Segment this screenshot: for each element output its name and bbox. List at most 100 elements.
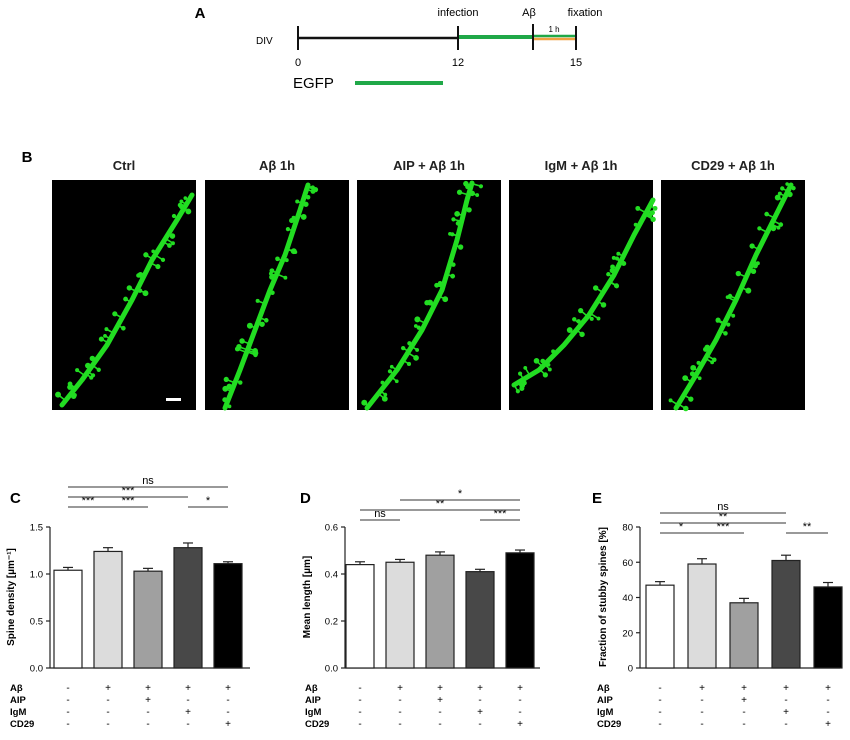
spine-head	[407, 341, 412, 346]
spine-head	[697, 376, 702, 381]
spine-head	[303, 201, 309, 207]
y-axis-label: Spine density [µm⁻¹]	[6, 548, 17, 646]
spine-head	[702, 346, 709, 352]
treatment-sign: -	[700, 719, 703, 730]
spine-head	[689, 371, 696, 377]
micrograph-title: AIP + Aβ 1h	[393, 158, 465, 173]
spine-head	[415, 348, 420, 352]
spine-head	[98, 336, 104, 342]
treatment-sign: +	[825, 719, 831, 730]
y-tick-label: 0.2	[325, 617, 338, 628]
spine-head	[123, 296, 128, 302]
significance-label: *	[679, 521, 684, 533]
spine-head	[764, 211, 769, 217]
spine-head	[268, 271, 273, 276]
panel-b: B Ctrl Aβ 1h AIP + Aβ 1h IgM + Aβ 1h CD29 + …	[22, 149, 805, 412]
treatment-sign: -	[106, 707, 109, 718]
tick-label-15: 15	[570, 57, 582, 69]
micrograph-image	[205, 180, 349, 410]
spine-head	[55, 391, 62, 398]
treatment-sign: +	[185, 707, 191, 718]
bar	[425, 554, 455, 669]
spine-head	[259, 321, 265, 327]
spine-head	[70, 393, 77, 399]
spine-head	[239, 338, 245, 344]
spine-head	[236, 344, 242, 350]
y-tick-label: 1.5	[30, 523, 43, 534]
spine-head	[383, 392, 388, 397]
y-axis-label: Mean length [µm]	[302, 556, 313, 638]
spine-head	[290, 248, 297, 255]
micrograph-image	[661, 180, 805, 410]
spine-head	[475, 193, 480, 197]
spine-head	[160, 257, 166, 263]
treatment-sign: -	[826, 695, 829, 706]
y-tick-label: 0	[628, 664, 633, 675]
spine-head	[300, 213, 307, 220]
spine-head	[726, 322, 731, 327]
y-tick-label: 20	[622, 628, 633, 639]
spine-head	[542, 372, 548, 378]
bar	[133, 570, 163, 669]
spine-head	[185, 208, 192, 215]
treatment-sign: -	[658, 707, 661, 718]
spine-head	[448, 231, 452, 236]
spine-head	[380, 380, 385, 385]
spine-head	[137, 288, 143, 293]
spine-head	[222, 397, 228, 403]
treatment-sign: +	[741, 695, 747, 706]
treatment-sign: +	[783, 707, 789, 718]
spine-head	[611, 255, 616, 260]
spine-head	[518, 371, 523, 376]
spine-head	[437, 281, 443, 286]
spine-head	[750, 268, 757, 274]
spine-head	[688, 396, 694, 402]
spine-head	[463, 180, 469, 187]
treatment-sign: -	[358, 719, 361, 730]
treatment-row-label: AIP	[597, 695, 614, 706]
panel-letter: C	[10, 490, 21, 507]
spine-head	[515, 389, 520, 394]
spine-head	[600, 302, 607, 308]
spine-head	[546, 363, 551, 367]
treatment-sign: +	[437, 695, 443, 706]
spine-head	[142, 290, 149, 297]
spine-head	[295, 199, 300, 204]
spine-head	[478, 184, 484, 189]
treatment-sign: -	[742, 707, 745, 718]
treatment-sign: -	[398, 719, 401, 730]
significance-label: ***	[122, 485, 136, 497]
panel-a: A DIV 0 12 15 infection Aβ fixation 1 h …	[195, 5, 603, 92]
significance-label: **	[803, 521, 812, 533]
treatment-row-label: Aβ	[10, 683, 23, 694]
spine-head	[547, 367, 552, 372]
spine-head	[596, 316, 601, 321]
significance-label: **	[436, 498, 445, 510]
treatment-sign: -	[658, 719, 661, 730]
dendrite-shaft	[59, 192, 195, 408]
tick-label-0: 0	[295, 57, 301, 69]
spine-head	[727, 293, 733, 299]
treatment-sign: +	[225, 683, 231, 694]
spine-head	[112, 311, 118, 317]
treatment-sign: -	[66, 719, 69, 730]
y-tick-label: 80	[622, 523, 633, 534]
spine-head	[606, 272, 611, 277]
treatment-sign: -	[398, 695, 401, 706]
spine-head	[137, 271, 144, 278]
spine-head	[589, 316, 594, 321]
spine-head	[450, 273, 456, 279]
spine-head	[169, 233, 176, 239]
treatment-row-label: Aβ	[305, 683, 318, 694]
spine-head	[566, 327, 573, 333]
micrograph-panel: Aβ 1h	[205, 158, 349, 411]
treatment-sign: +	[517, 683, 523, 694]
spine-head	[103, 333, 107, 338]
chart-panel-e: E 0 20 40 60 80 Fraction of stubby spines [%] *…	[592, 490, 843, 730]
spine-head	[264, 318, 269, 323]
spine-head	[454, 211, 460, 217]
treatment-sign: +	[741, 683, 747, 694]
spine-head	[757, 226, 762, 231]
spine-head	[389, 364, 394, 369]
y-tick-label: 40	[622, 593, 633, 604]
